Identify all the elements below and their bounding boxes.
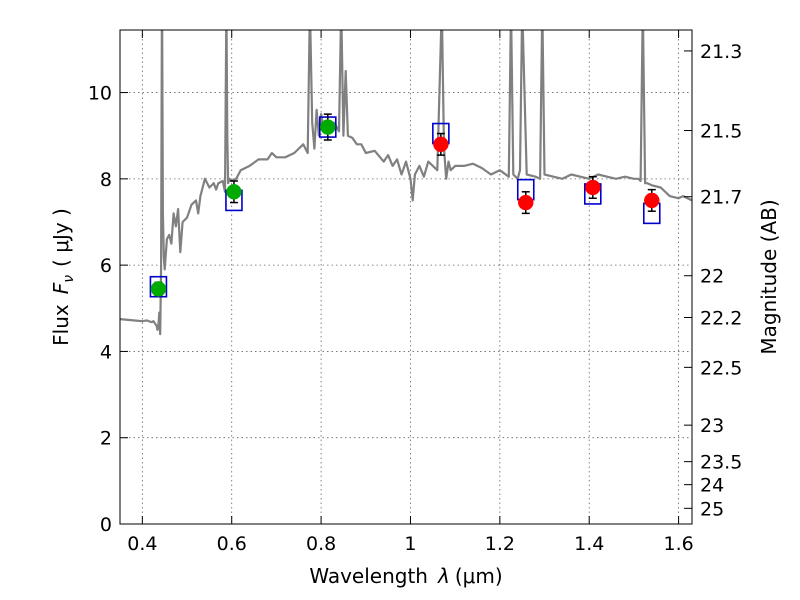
magnitude-tick-label: 21.7 <box>700 187 742 209</box>
y-axis-label: Flux Fν ( μJy ) <box>49 208 77 346</box>
model-box <box>149 275 168 298</box>
green-data-point <box>226 184 242 200</box>
x-tick-label: 0.6 <box>217 533 247 555</box>
observed-points <box>150 113 660 297</box>
y-tick-label: 0 <box>100 514 112 536</box>
y-tick-label: 8 <box>100 169 112 191</box>
model-boxes <box>149 116 661 298</box>
red-data-point <box>518 194 534 211</box>
magnitude-tick-label: 21.3 <box>700 41 742 63</box>
magnitude-tick-label: 25 <box>700 498 724 520</box>
y-axis-label-sub: ν <box>61 275 77 283</box>
magnitude-tick-label: 21.5 <box>700 121 742 143</box>
magnitude-tick-label: 24 <box>700 475 724 497</box>
y-axis-label-symbol: F <box>49 282 73 294</box>
y-tick-label: 6 <box>100 255 112 277</box>
y-tick-label: 10 <box>88 83 112 105</box>
x-tick-label: 1.6 <box>663 533 693 555</box>
x-tick-label: 1.4 <box>574 533 604 555</box>
y-axis-label-text: Flux <box>49 304 73 346</box>
red-data-point <box>585 179 601 196</box>
magnitude-tick-label: 22.5 <box>700 357 742 379</box>
x-tick-label: 1.2 <box>485 533 515 555</box>
y-tick-label: 4 <box>100 341 112 363</box>
spectrum-line <box>120 30 692 336</box>
x-tick-label: 1 <box>404 533 416 555</box>
red-data-point <box>644 192 660 209</box>
x-tick-label: 0.4 <box>127 533 157 555</box>
magnitude-tick-label: 23.5 <box>700 452 742 474</box>
ticks: 0.4 0.6 0.8 1 1.2 1.4 1.6024681021.321.521.722… <box>88 30 742 555</box>
plot-frame <box>119 29 693 525</box>
x-axis-label: Wavelength λ (μm) <box>309 564 502 588</box>
magnitude-axis-label: Magnitude (AB) <box>757 199 781 354</box>
x-axis-label-text: Wavelength <box>309 564 428 588</box>
y-axis-label-unit: ( μJy ) <box>49 208 73 267</box>
grid <box>120 30 692 525</box>
magnitude-tick-label: 22 <box>700 266 724 288</box>
magnitude-tick-label: 23 <box>700 415 724 437</box>
x-axis-label-symbol: λ <box>437 564 450 588</box>
spectrum-layer <box>120 30 692 336</box>
green-data-point <box>150 281 167 297</box>
x-axis-label-unit: (μm) <box>455 564 503 588</box>
red-data-point <box>433 136 449 153</box>
magnitude-tick-label: 22.2 <box>700 307 742 329</box>
y-tick-label: 2 <box>100 428 112 450</box>
green-data-point <box>320 119 336 135</box>
x-tick-label: 0.8 <box>306 533 336 555</box>
